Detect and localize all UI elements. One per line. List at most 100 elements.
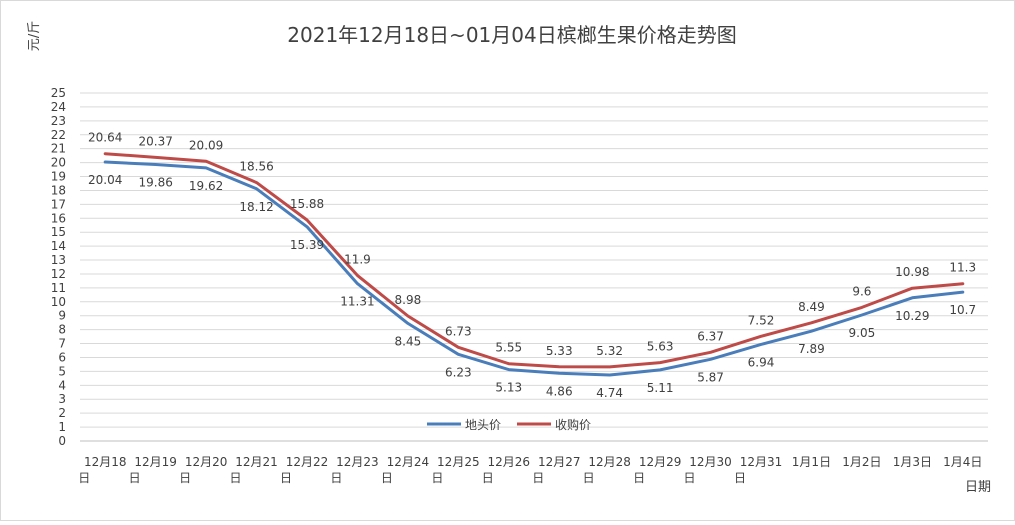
x-tick-label: 12月31 [740,455,783,469]
y-tick-label: 24 [51,100,66,114]
data-label: 5.11 [647,381,674,395]
x-tick-label: 12月21 [235,455,278,469]
data-label: 8.45 [395,334,422,348]
y-tick-label: 23 [51,114,66,128]
y-tick-label: 2 [58,406,66,420]
y-tick-label: 5 [58,364,66,378]
y-tick-label: 3 [58,392,66,406]
y-tick-label: 19 [51,170,66,184]
y-axis-title: 元/斤 [27,21,42,51]
x-tick-label: 12月27 [538,455,581,469]
data-label: 5.87 [697,370,724,384]
y-tick-label: 11 [51,281,66,295]
x-tick-label: 12月25 [437,455,480,469]
x-tick-label-line2: 日 [78,471,90,485]
x-tick-label: 12月30 [689,455,732,469]
data-label: 18.12 [239,200,273,214]
y-tick-label: 18 [51,183,66,197]
data-label: 6.73 [445,324,472,338]
x-tick-label: 12月29 [639,455,682,469]
data-label: 5.55 [495,341,522,355]
legend: 地头价 收购价 [427,417,591,432]
y-tick-label: 20 [51,156,66,170]
y-tick-label: 15 [51,225,66,239]
data-label: 5.63 [647,340,674,354]
legend-label-2: 收购价 [555,417,591,432]
data-label: 7.89 [798,342,825,356]
y-tick-label: 9 [58,309,66,323]
y-tick-label: 21 [51,142,66,156]
data-label: 11.31 [340,295,374,309]
data-label: 6.23 [445,365,472,379]
data-label: 5.33 [546,344,573,358]
data-label: 4.86 [546,384,573,398]
y-tick-label: 25 [51,86,66,100]
series-lines [103,152,965,377]
y-tick-label: 14 [51,239,66,253]
x-tick-label-line2: 日 [482,471,494,485]
data-label: 6.37 [697,329,724,343]
data-label: 20.09 [189,138,223,152]
data-label: 9.6 [852,284,871,298]
series-line-1 [103,160,965,377]
y-tick-label: 22 [51,128,66,142]
gridlines [80,92,988,442]
data-label: 20.37 [138,134,172,148]
x-tick-label: 1月1日 [792,455,831,469]
data-label: 9.05 [849,326,876,340]
x-tick-label: 12月22 [286,455,329,469]
y-tick-label: 0 [58,434,66,448]
data-label: 8.49 [798,300,825,314]
y-tick-label: 12 [51,267,66,281]
x-tick-label: 12月23 [336,455,379,469]
x-tick-label: 12月28 [588,455,631,469]
series-line-2 [103,152,965,369]
x-tick-label: 12月18 [84,455,127,469]
x-tick-label-line2: 日 [129,471,141,485]
data-label: 4.74 [596,386,623,400]
data-label: 15.88 [290,197,324,211]
x-tick-label: 12月24 [387,455,430,469]
data-label: 11.9 [344,252,371,266]
data-label: 20.04 [88,173,122,187]
data-label: 10.98 [895,265,929,279]
x-tick-label-line2: 日 [230,471,242,485]
y-tick-label: 6 [58,350,66,364]
data-label: 18.56 [239,160,273,174]
x-tick-label: 1月3日 [893,455,932,469]
data-label: 15.39 [290,238,324,252]
x-tick-label-line2: 日 [280,471,292,485]
data-label: 8.98 [395,293,422,307]
x-axis-ticks: 12月18日12月19日12月20日12月21日12月22日12月23日12月2… [78,455,982,485]
y-tick-label: 4 [58,378,66,392]
x-tick-label: 1月2日 [842,455,881,469]
x-tick-label-line2: 日 [532,471,544,485]
data-label: 11.3 [949,261,976,275]
y-tick-label: 1 [58,420,66,434]
data-label: 19.62 [189,179,223,193]
y-tick-label: 8 [58,323,66,337]
y-tick-label: 7 [58,337,66,351]
x-tick-label-line2: 日 [734,471,746,485]
data-label: 5.13 [495,381,522,395]
data-label: 20.64 [88,131,122,145]
data-label: 7.52 [748,313,775,327]
x-tick-label-line2: 日 [431,471,443,485]
x-tick-label-line2: 日 [330,471,342,485]
data-label: 10.29 [895,309,929,323]
y-tick-label: 10 [51,295,66,309]
x-tick-label: 1月4日 [943,455,982,469]
x-axis-title: 日期 [965,480,991,495]
legend-label-1: 地头价 [465,418,501,432]
chart-title: 2021年12月18日~01月04日槟榔生果价格走势图 [287,23,736,47]
x-tick-label-line2: 日 [179,471,191,485]
data-label: 19.86 [138,176,172,190]
data-labels: 20.04 19.86 19.62 18.12 15.39 11.31 8.45 6.23 5.… [88,131,976,400]
data-label: 5.32 [596,344,623,358]
x-tick-label-line2: 日 [684,471,696,485]
x-tick-label-line2: 日 [381,471,393,485]
y-tick-label: 16 [51,211,66,225]
data-label: 10.7 [949,303,976,317]
